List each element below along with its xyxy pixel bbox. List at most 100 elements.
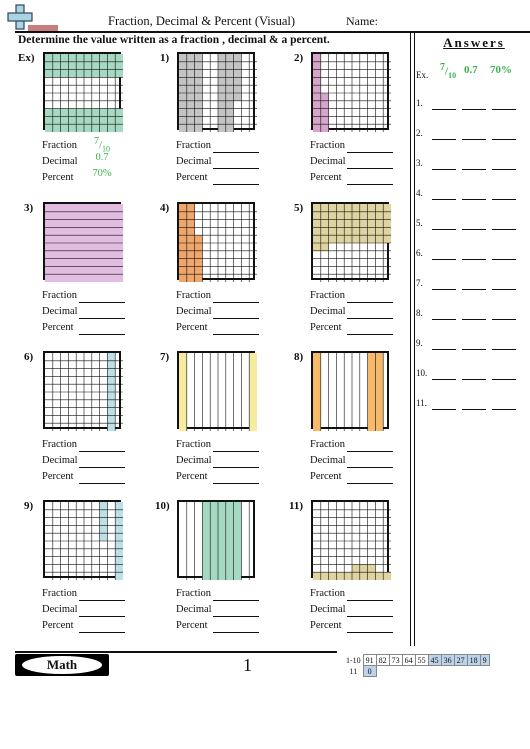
percent-answer-field[interactable] — [213, 322, 259, 335]
fraction-answer-field[interactable] — [347, 290, 393, 303]
answer-fraction-field[interactable] — [432, 319, 456, 320]
problem-label: 9) — [24, 500, 34, 512]
answer-decimal-field[interactable] — [462, 319, 486, 320]
percent-answer-field[interactable] — [347, 172, 393, 185]
answer-percent-field[interactable] — [492, 229, 516, 230]
score-cell: 82 — [375, 654, 390, 666]
answer-fraction-field[interactable] — [432, 139, 456, 140]
decimal-answer-field[interactable] — [213, 455, 259, 468]
answer-percent-field[interactable] — [492, 139, 516, 140]
answer-row-label: 9. — [416, 338, 423, 348]
decimal-answer-field[interactable] — [347, 455, 393, 468]
name-field[interactable] — [378, 26, 528, 27]
score-cell: 1-10 — [346, 655, 361, 665]
decimal-answer-field[interactable] — [213, 306, 259, 319]
decimal-answer-field[interactable]: 0.7 — [95, 152, 109, 163]
answer-percent-field[interactable] — [492, 409, 516, 410]
decimal-answer-field[interactable] — [79, 455, 125, 468]
fraction-answer-field[interactable] — [79, 439, 125, 452]
percent-answer-field[interactable] — [347, 322, 393, 335]
percent-answer-field[interactable] — [347, 620, 393, 633]
answer-fraction-field[interactable] — [432, 409, 456, 410]
answer-fraction-field[interactable] — [432, 349, 456, 350]
fraction-answer-field[interactable] — [79, 588, 125, 601]
answer-decimal-field[interactable] — [462, 109, 486, 110]
answer-decimal-field[interactable] — [462, 229, 486, 230]
fraction-answer-field[interactable] — [213, 140, 259, 153]
answer-decimal-field[interactable] — [462, 379, 486, 380]
percent-label: Percent — [176, 471, 208, 482]
answer-percent-field[interactable] — [492, 199, 516, 200]
percent-answer-field[interactable] — [213, 471, 259, 484]
percent-label: Percent — [176, 172, 208, 183]
answer-row: 11. — [416, 394, 530, 410]
answer-percent-field[interactable] — [492, 379, 516, 380]
percent-label: Percent — [42, 172, 74, 183]
answer-row: 7. — [416, 274, 530, 290]
footer-rule — [15, 651, 337, 653]
answer-percent-field[interactable] — [492, 289, 516, 290]
decimal-label: Decimal — [310, 604, 346, 615]
fraction-answer-field[interactable] — [213, 588, 259, 601]
answer-row: 2. — [416, 124, 530, 140]
answer-decimal-field[interactable] — [462, 409, 486, 410]
answer-decimal-field[interactable] — [462, 259, 486, 260]
fraction-answer-field[interactable] — [213, 290, 259, 303]
answer-fraction-field[interactable] — [432, 289, 456, 290]
answer-fraction-field[interactable] — [432, 229, 456, 230]
answer-decimal-field[interactable] — [462, 139, 486, 140]
score-cell: 73 — [388, 654, 403, 666]
worksheet-title: Fraction, Decimal & Percent (Visual) — [108, 14, 296, 28]
problem-label: 5) — [294, 202, 304, 214]
decimal-answer-field[interactable] — [213, 604, 259, 617]
fraction-answer-field[interactable] — [347, 439, 393, 452]
decimal-label: Decimal — [310, 156, 346, 167]
answer-percent-field[interactable] — [492, 169, 516, 170]
percent-answer-field[interactable] — [213, 172, 259, 185]
answer-fraction-field[interactable] — [432, 379, 456, 380]
decimal-answer-field[interactable] — [347, 604, 393, 617]
answer-row: 10. — [416, 364, 530, 380]
answer-decimal-field[interactable] — [462, 349, 486, 350]
percent-label: Percent — [176, 322, 208, 333]
decimal-answer-field[interactable] — [79, 604, 125, 617]
percent-answer-field[interactable]: 70% — [92, 168, 112, 179]
answer-fraction-field[interactable] — [432, 169, 456, 170]
score-cell: 0 — [362, 665, 377, 677]
answer-decimal-field[interactable] — [462, 169, 486, 170]
decimal-label: Decimal — [176, 604, 212, 615]
percent-label: Percent — [310, 172, 342, 183]
decimal-answer-field[interactable] — [347, 306, 393, 319]
shaded-grid — [43, 202, 123, 282]
percent-answer-field[interactable] — [79, 620, 125, 633]
answer-fraction-field[interactable] — [432, 259, 456, 260]
answer-row-label: 5. — [416, 218, 423, 228]
fraction-answer-field[interactable] — [213, 439, 259, 452]
score-cell: 9 — [479, 654, 490, 666]
answer-fraction-field[interactable] — [432, 109, 456, 110]
percent-answer-field[interactable] — [79, 471, 125, 484]
decimal-label: Decimal — [310, 306, 346, 317]
answer-percent-field[interactable] — [492, 349, 516, 350]
answer-decimal-field[interactable] — [462, 199, 486, 200]
score-cell: 11 — [349, 666, 358, 676]
percent-answer-field[interactable] — [79, 322, 125, 335]
fraction-answer-field[interactable] — [79, 290, 125, 303]
percent-answer-field[interactable] — [347, 471, 393, 484]
answer-row-label: 1. — [416, 98, 423, 108]
fraction-answer-field[interactable] — [347, 140, 393, 153]
decimal-answer-field[interactable] — [213, 156, 259, 169]
percent-answer-field[interactable] — [213, 620, 259, 633]
fraction-answer-field[interactable] — [347, 588, 393, 601]
decimal-answer-field[interactable] — [79, 306, 125, 319]
answer-percent-field[interactable] — [492, 259, 516, 260]
answer-percent-field[interactable] — [492, 319, 516, 320]
answer-percent-field[interactable] — [492, 109, 516, 110]
answer-fraction-field[interactable] — [432, 199, 456, 200]
percent-label: Percent — [310, 322, 342, 333]
answer-row-label: 3. — [416, 158, 423, 168]
answer-decimal-field[interactable] — [462, 289, 486, 290]
decimal-answer-field[interactable] — [347, 156, 393, 169]
fraction-answer-field[interactable]: 7/10 — [94, 136, 110, 154]
fraction-label: Fraction — [310, 290, 345, 301]
